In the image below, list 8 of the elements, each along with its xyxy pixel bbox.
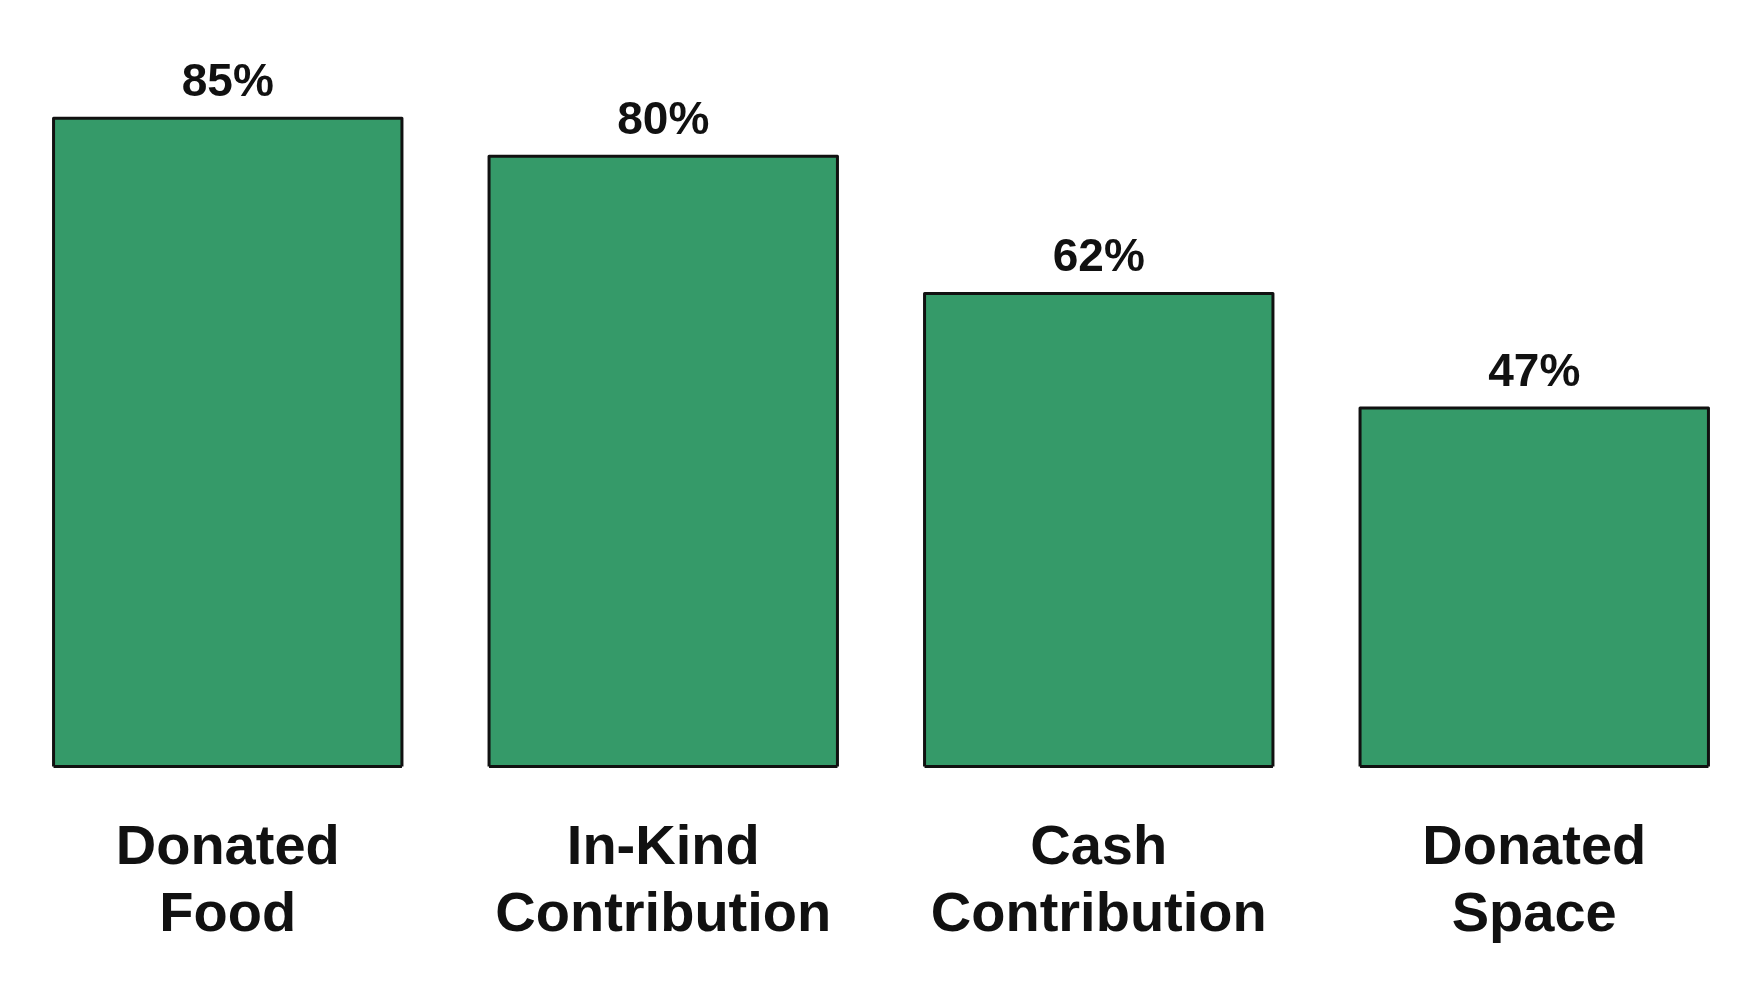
x-tick-label: In-Kind Contribution bbox=[495, 812, 832, 943]
x-tick-label: Donated Space bbox=[1422, 812, 1647, 943]
data-label: 80% bbox=[617, 91, 710, 144]
x-tick-label: Donated Food bbox=[115, 812, 340, 943]
x-tick-label: Cash Contribution bbox=[930, 812, 1267, 943]
data-label: 85% bbox=[181, 53, 274, 106]
data-label: 62% bbox=[1052, 229, 1145, 282]
data-label: 47% bbox=[1488, 343, 1581, 396]
